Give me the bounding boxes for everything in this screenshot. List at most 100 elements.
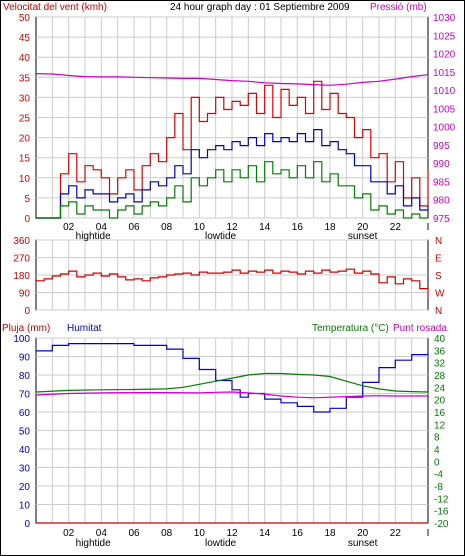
temperature-ytick-2: -12 xyxy=(434,494,449,505)
wind-ytick-0: 0 xyxy=(24,214,30,225)
humidity-series-2 xyxy=(35,391,428,399)
wind-xtick-3: 08 xyxy=(161,222,173,233)
wind-series-3 xyxy=(36,161,428,219)
direction-compass-4: N xyxy=(435,306,442,317)
humidity-ytick-6: 60 xyxy=(19,408,31,419)
temperature-ytick-5: 0 xyxy=(434,457,440,468)
direction-ytick-2: 180 xyxy=(13,271,30,282)
pressure-ytick-6: 1005 xyxy=(433,104,456,115)
wind-ytick-3: 15 xyxy=(19,154,31,165)
humidity-xtick-8: 18 xyxy=(324,528,336,539)
wind-xtick-6: 14 xyxy=(259,222,271,233)
wind-ytick-10: 50 xyxy=(19,13,31,24)
humidity-ytick-8: 80 xyxy=(19,371,31,382)
humidity-xtick-5: 12 xyxy=(226,528,238,539)
wind-ytick-6: 30 xyxy=(19,93,31,104)
direction-ytick-4: 360 xyxy=(13,236,30,247)
humidity-series-1 xyxy=(35,372,429,393)
wind-ytick-5: 25 xyxy=(19,114,31,125)
pressure-ytick-10: 1025 xyxy=(433,31,456,42)
humidity-series-0 xyxy=(36,343,429,413)
humidity-ytick-7: 70 xyxy=(19,390,31,401)
humidity-xtick-7: 16 xyxy=(292,528,304,539)
series-lines xyxy=(35,73,429,524)
pressure-ytick-7: 1010 xyxy=(433,86,456,97)
wind-ytick-7: 35 xyxy=(19,73,31,84)
temperature-ytick-10: 20 xyxy=(434,396,446,407)
pressure-ytick-2: 985 xyxy=(433,177,450,188)
wind-xtick-5: 12 xyxy=(226,222,238,233)
wind-series-0 xyxy=(35,73,429,86)
humidity-xtick-0: 02 xyxy=(63,528,75,539)
humidity-ytick-0: 0 xyxy=(24,519,30,530)
wind-xtick-0: 02 xyxy=(63,222,75,233)
direction-ytick-0: 0 xyxy=(24,306,30,317)
wind-series-1 xyxy=(36,80,429,219)
pressure-ytick-5: 1000 xyxy=(433,123,456,134)
humidity-axis-label: Humitat xyxy=(67,323,102,334)
wind-ytick-1: 5 xyxy=(24,194,30,205)
direction-compass-0: N xyxy=(435,236,442,247)
wind-xtick-4: 10 xyxy=(194,222,206,233)
wind-ytick-4: 20 xyxy=(19,134,31,145)
temperature-ytick-1: -16 xyxy=(434,507,449,518)
pressure-ytick-3: 990 xyxy=(433,159,450,170)
axis-labels: 0510152025303540455097598098599099510001… xyxy=(13,13,455,549)
wind-xtick-8: 18 xyxy=(324,222,336,233)
humidity-ytick-4: 40 xyxy=(19,445,31,456)
humidity-xtick-11: I xyxy=(427,528,430,539)
wind-xtick-1: 04 xyxy=(96,222,108,233)
temperature-ytick-7: 8 xyxy=(434,433,440,444)
direction-compass-2: S xyxy=(435,271,442,282)
humidity-annotation-2: sunset xyxy=(348,538,378,549)
humidity-ytick-1: 10 xyxy=(19,501,31,512)
direction-compass-3: W xyxy=(435,289,445,300)
pressure-ytick-0: 975 xyxy=(433,214,450,225)
wind-annotation-2: sunset xyxy=(348,231,378,242)
humidity-annotation-1: lowtide xyxy=(205,538,237,549)
temperature-ytick-3: -8 xyxy=(434,482,443,493)
humidity-xtick-1: 04 xyxy=(96,528,108,539)
wind-annotation-1: lowtide xyxy=(205,231,237,242)
wind-xtick-11: I xyxy=(427,222,430,233)
temperature-ytick-0: -20 xyxy=(434,519,449,530)
wind-xtick-2: 06 xyxy=(128,222,140,233)
wind-ytick-8: 40 xyxy=(19,53,31,64)
direction-compass-1: E xyxy=(435,254,442,265)
temperature-ytick-12: 28 xyxy=(434,371,446,382)
humidity-ytick-10: 100 xyxy=(13,334,30,345)
temperature-ytick-9: 16 xyxy=(434,408,446,419)
pressure-ytick-8: 1015 xyxy=(433,68,456,79)
humidity-ytick-9: 90 xyxy=(19,353,31,364)
wind-series-2 xyxy=(36,129,429,219)
temperature-ytick-15: 40 xyxy=(434,334,446,345)
temperature-ytick-4: -4 xyxy=(434,470,443,481)
wind-annotation-0: hightide xyxy=(76,231,111,242)
pressure-ytick-9: 1020 xyxy=(433,50,456,61)
humidity-ytick-3: 30 xyxy=(19,464,31,475)
pressure-ytick-11: 1030 xyxy=(433,13,456,24)
temperature-ytick-14: 36 xyxy=(434,346,446,357)
wind-xtick-10: 22 xyxy=(390,222,402,233)
dewpoint-axis-label: Punt rosada xyxy=(393,323,447,334)
wind-xtick-9: 20 xyxy=(357,222,369,233)
humidity-xtick-4: 10 xyxy=(194,528,206,539)
temperature-axis-label: Temperatura (°C) xyxy=(312,323,389,334)
direction-ytick-3: 270 xyxy=(13,254,30,265)
wind-ytick-2: 10 xyxy=(19,174,31,185)
temperature-ytick-6: 4 xyxy=(434,445,440,456)
humidity-ytick-2: 20 xyxy=(19,482,31,493)
humidity-xtick-9: 20 xyxy=(357,528,369,539)
rain-axis-label: Pluja (mm) xyxy=(2,323,50,334)
humidity-ytick-5: 50 xyxy=(19,427,31,438)
temperature-ytick-11: 24 xyxy=(434,383,446,394)
wind-axis-label: Velocitat del vent (kmh) xyxy=(3,2,107,13)
graph-title: 24 hour graph day : 01 Septiembre 2009 xyxy=(170,2,350,13)
pressure-ytick-4: 995 xyxy=(433,141,450,152)
temperature-ytick-8: 12 xyxy=(434,420,446,431)
direction-ytick-1: 90 xyxy=(19,289,31,300)
humidity-annotation-0: hightide xyxy=(76,538,111,549)
pressure-ytick-1: 980 xyxy=(433,196,450,207)
wind-xtick-7: 16 xyxy=(292,222,304,233)
